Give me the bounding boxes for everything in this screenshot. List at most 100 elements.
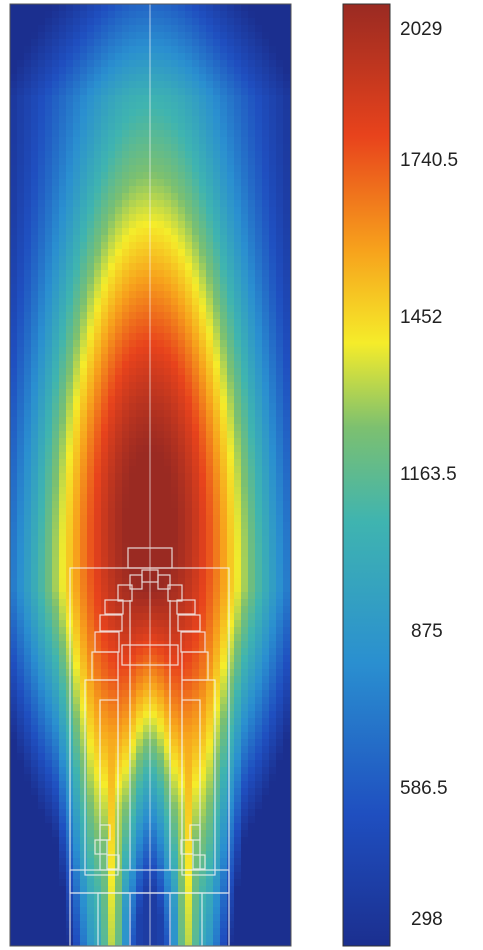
heatmap-cell bbox=[262, 172, 270, 180]
heatmap-cell bbox=[234, 18, 242, 26]
heatmap-cell bbox=[59, 228, 67, 236]
heatmap-cell bbox=[10, 123, 18, 131]
heatmap-cell bbox=[171, 312, 179, 320]
heatmap-cell bbox=[38, 599, 46, 607]
heatmap-cell bbox=[136, 438, 144, 446]
heatmap-cell bbox=[24, 389, 32, 397]
heatmap-cell bbox=[206, 473, 214, 481]
heatmap-cell bbox=[234, 284, 242, 292]
heatmap-cell bbox=[87, 4, 95, 12]
heatmap-cell bbox=[73, 795, 81, 803]
heatmap-cell bbox=[199, 690, 207, 698]
heatmap-cell bbox=[10, 795, 18, 803]
heatmap-cell bbox=[150, 53, 158, 61]
heatmap-cell bbox=[66, 410, 74, 418]
heatmap-cell bbox=[101, 774, 109, 782]
heatmap-cell bbox=[38, 179, 46, 187]
heatmap-cell bbox=[199, 697, 207, 705]
heatmap-cell bbox=[171, 410, 179, 418]
heatmap-cell bbox=[206, 158, 214, 166]
heatmap-cell bbox=[269, 753, 277, 761]
heatmap-cell bbox=[59, 144, 67, 152]
heatmap-cell bbox=[185, 501, 193, 509]
heatmap-cell bbox=[178, 578, 186, 586]
heatmap-cell bbox=[122, 550, 130, 558]
heatmap-cell bbox=[31, 179, 39, 187]
heatmap-cell bbox=[87, 200, 95, 208]
heatmap-cell bbox=[52, 851, 60, 859]
heatmap-cell bbox=[164, 704, 172, 712]
heatmap-cell bbox=[262, 620, 270, 628]
heatmap-cell bbox=[101, 368, 109, 376]
heatmap-cell bbox=[185, 494, 193, 502]
heatmap-cell bbox=[108, 389, 116, 397]
heatmap-cell bbox=[101, 585, 109, 593]
heatmap-cell bbox=[171, 333, 179, 341]
heatmap-cell bbox=[129, 655, 137, 663]
heatmap-cell bbox=[115, 403, 123, 411]
heatmap-cell bbox=[31, 102, 39, 110]
heatmap-cell bbox=[115, 431, 123, 439]
heatmap-cell bbox=[87, 459, 95, 467]
heatmap-cell bbox=[31, 487, 39, 495]
heatmap-cell bbox=[185, 389, 193, 397]
heatmap-cell bbox=[206, 746, 214, 754]
heatmap-cell bbox=[248, 312, 256, 320]
heatmap-cell bbox=[59, 501, 67, 509]
heatmap-cell bbox=[262, 739, 270, 747]
heatmap-cell bbox=[164, 508, 172, 516]
heatmap-cell bbox=[220, 207, 228, 215]
heatmap-cell bbox=[255, 613, 263, 621]
heatmap-cell bbox=[73, 711, 81, 719]
heatmap-cell bbox=[10, 739, 18, 747]
heatmap-cell bbox=[206, 256, 214, 264]
heatmap-cell bbox=[59, 375, 67, 383]
heatmap-cell bbox=[248, 389, 256, 397]
heatmap-cell bbox=[17, 802, 25, 810]
heatmap-cell bbox=[73, 340, 81, 348]
heatmap-cell bbox=[80, 641, 88, 649]
heatmap-cell bbox=[248, 88, 256, 96]
heatmap-cell bbox=[199, 305, 207, 313]
heatmap-cell bbox=[38, 564, 46, 572]
heatmap-cell bbox=[283, 522, 291, 530]
heatmap-cell bbox=[10, 403, 18, 411]
heatmap-cell bbox=[206, 760, 214, 768]
heatmap-cell bbox=[227, 816, 235, 824]
heatmap-cell bbox=[94, 501, 102, 509]
heatmap-cell bbox=[178, 46, 186, 54]
heatmap-cell bbox=[136, 753, 144, 761]
heatmap-cell bbox=[241, 620, 249, 628]
heatmap-cell bbox=[206, 648, 214, 656]
heatmap-cell bbox=[213, 410, 221, 418]
heatmap-cell bbox=[234, 88, 242, 96]
heatmap-cell bbox=[171, 473, 179, 481]
heatmap-cell bbox=[38, 746, 46, 754]
heatmap-cell bbox=[24, 571, 32, 579]
heatmap-cell bbox=[192, 613, 200, 621]
heatmap-cell bbox=[164, 389, 172, 397]
heatmap-cell bbox=[227, 354, 235, 362]
heatmap-cell bbox=[248, 186, 256, 194]
heatmap-cell bbox=[52, 396, 60, 404]
heatmap-cell bbox=[94, 109, 102, 117]
heatmap-cell bbox=[185, 179, 193, 187]
heatmap-cell bbox=[171, 536, 179, 544]
heatmap-cell bbox=[10, 690, 18, 698]
heatmap-cell bbox=[206, 382, 214, 390]
heatmap-cell bbox=[122, 333, 130, 341]
heatmap-cell bbox=[262, 494, 270, 502]
heatmap-cell bbox=[227, 438, 235, 446]
heatmap-cell bbox=[276, 767, 284, 775]
heatmap-cell bbox=[241, 655, 249, 663]
heatmap-cell bbox=[59, 389, 67, 397]
heatmap-cell bbox=[185, 186, 193, 194]
heatmap-cell bbox=[115, 284, 123, 292]
heatmap-cell bbox=[94, 613, 102, 621]
heatmap-cell bbox=[31, 207, 39, 215]
heatmap-cell bbox=[143, 781, 151, 789]
heatmap-cell bbox=[199, 354, 207, 362]
heatmap-cell bbox=[150, 165, 158, 173]
heatmap-cell bbox=[220, 235, 228, 243]
heatmap-cell bbox=[283, 249, 291, 257]
